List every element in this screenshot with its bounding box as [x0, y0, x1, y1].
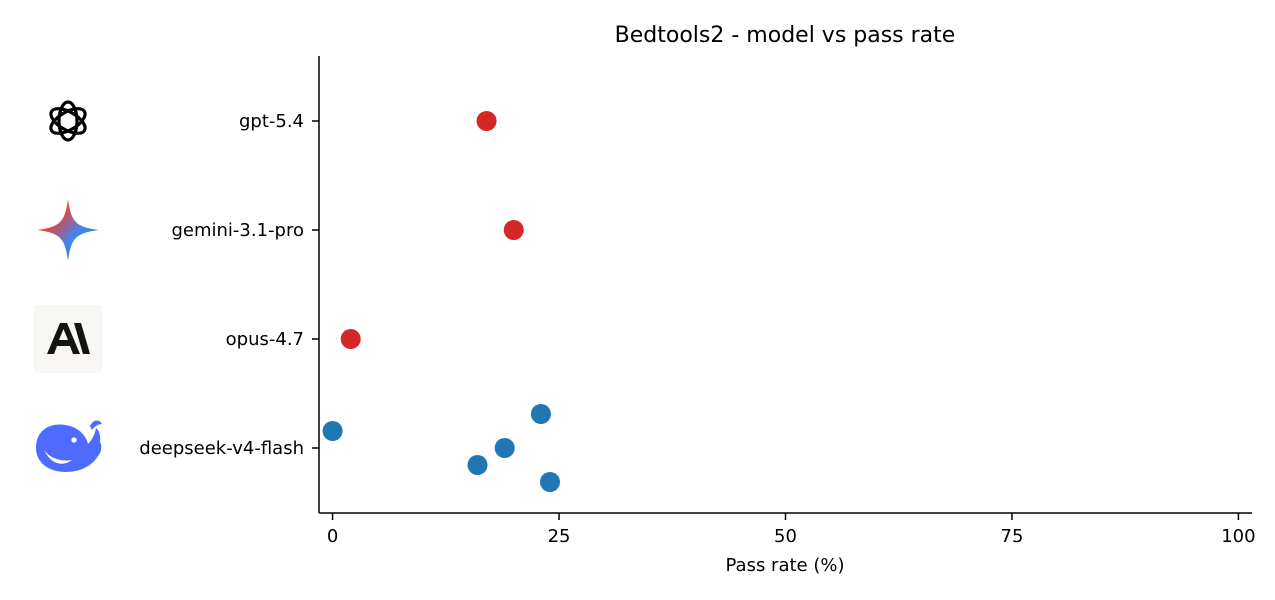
y-tick-label-gpt-5.4: gpt-5.4: [239, 111, 304, 132]
x-tick-label: 0: [327, 526, 338, 547]
chart-title: Bedtools2 - model vs pass rate: [615, 23, 956, 48]
data-point-deepseek-v4-flash: [467, 455, 488, 475]
gemini-sparkle-icon: [37, 199, 99, 261]
x-tick-label: 25: [548, 526, 571, 547]
axes: [318, 56, 1252, 514]
x-tick-label: 75: [1001, 526, 1024, 547]
data-point-deepseek-v4-flash: [322, 421, 343, 441]
data-point-gpt-5.4: [476, 111, 497, 131]
x-axis-label: Pass rate (%): [726, 555, 845, 576]
x-tick-label: 50: [774, 526, 797, 547]
x-ticks: 0 25 50 75 100: [327, 513, 1256, 547]
data-point-opus-4.7: [340, 329, 361, 349]
anthropic-logo-icon: [34, 305, 102, 373]
y-tick-label-deepseek-v4-flash: deepseek-v4-flash: [139, 438, 304, 459]
data-points: [322, 111, 560, 492]
data-point-deepseek-v4-flash: [530, 404, 551, 424]
deepseek-whale-icon: [36, 420, 102, 472]
y-ticks: gpt-5.4 gemini-3.1-pro opus-4.7 deepseek-v4…: [139, 111, 319, 459]
data-point-deepseek-v4-flash: [539, 472, 560, 492]
openai-logo-icon: [49, 100, 87, 142]
data-point-gemini-3.1-pro: [503, 220, 524, 240]
y-tick-label-opus-4.7: opus-4.7: [226, 329, 304, 350]
y-tick-label-gemini-3.1-pro: gemini-3.1-pro: [171, 220, 304, 241]
x-tick-label: 100: [1221, 526, 1255, 547]
data-point-deepseek-v4-flash: [494, 438, 515, 458]
